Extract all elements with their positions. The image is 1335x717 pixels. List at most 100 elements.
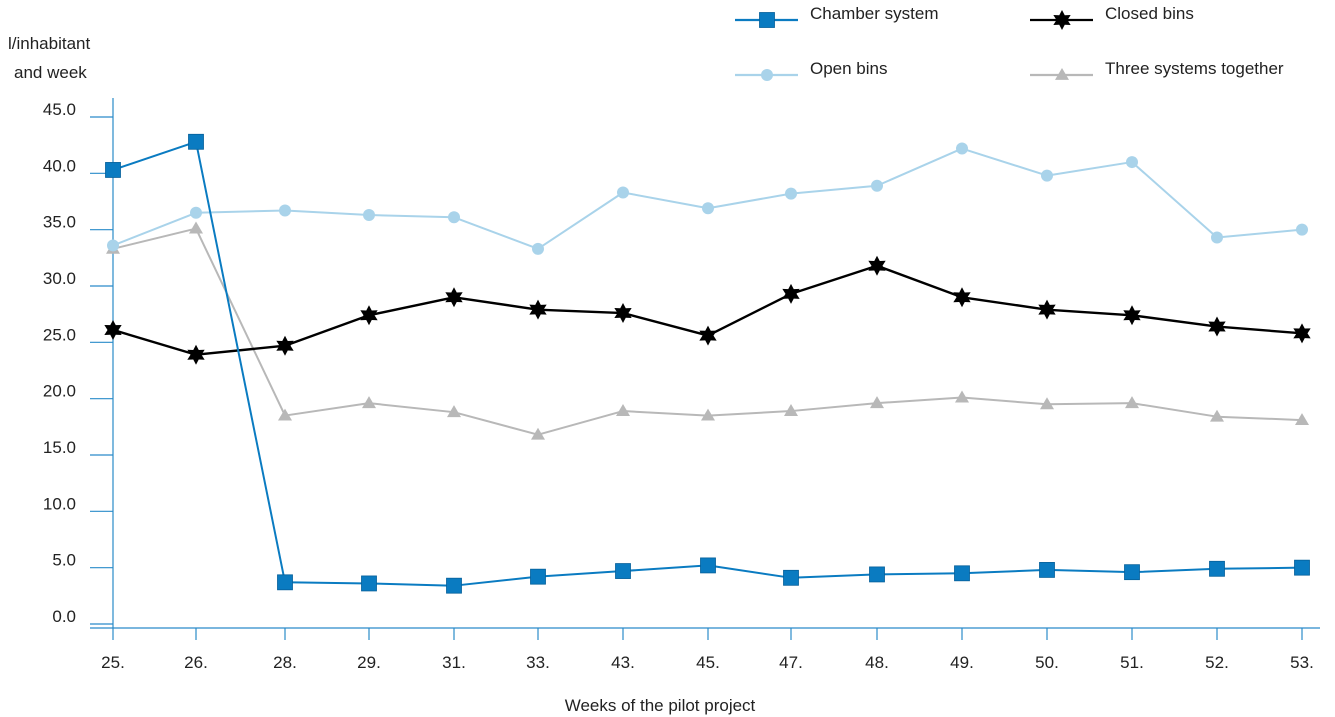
data-point xyxy=(1211,231,1223,244)
data-point xyxy=(955,390,969,403)
legend-marker xyxy=(1055,68,1069,80)
legend-label: Closed bins xyxy=(1105,4,1194,23)
data-point xyxy=(1295,413,1309,425)
data-point xyxy=(530,568,546,585)
data-point xyxy=(532,242,544,255)
data-point xyxy=(615,563,631,579)
x-tick-label: 51. xyxy=(1120,653,1144,672)
data-point xyxy=(782,283,800,304)
y-tick-label: 25.0 xyxy=(43,325,76,344)
data-point xyxy=(446,577,462,594)
data-point xyxy=(190,206,202,219)
data-point xyxy=(868,255,886,276)
x-tick-label: 53. xyxy=(1290,653,1314,672)
data-point xyxy=(278,408,292,421)
data-point xyxy=(616,404,630,416)
y-tick-label: 10.0 xyxy=(43,494,76,513)
data-point xyxy=(187,344,205,365)
legend-item: Chamber system xyxy=(735,4,938,28)
data-point xyxy=(279,204,291,217)
data-point xyxy=(614,303,632,324)
data-point xyxy=(1038,299,1056,320)
legend-label: Three systems together xyxy=(1105,59,1284,78)
data-point xyxy=(363,209,375,222)
data-point xyxy=(445,287,463,308)
data-point xyxy=(1294,559,1310,576)
legend-marker xyxy=(1053,10,1071,30)
data-point xyxy=(362,396,376,409)
data-point xyxy=(104,319,122,340)
data-point xyxy=(447,405,461,418)
y-tick-label: 5.0 xyxy=(52,551,76,570)
x-tick-label: 29. xyxy=(357,653,381,672)
data-point xyxy=(360,305,378,326)
y-axis-title-line-1: l/inhabitant xyxy=(8,34,91,53)
data-point xyxy=(953,287,971,308)
y-axis-ticks: 0.0 5.0 10.0 15.0 20.0 25.0 30.0 35.0 40.0 45.0 xyxy=(43,100,113,626)
data-point xyxy=(785,187,797,200)
y-tick-label: 15.0 xyxy=(43,438,76,457)
data-point xyxy=(1296,223,1308,236)
data-point xyxy=(531,427,545,440)
y-tick-label: 30.0 xyxy=(43,269,76,288)
data-point xyxy=(784,404,798,416)
x-tick-label: 48. xyxy=(865,653,889,672)
y-tick-label: 0.0 xyxy=(52,607,76,626)
x-axis-ticks: 25. 26. 28. 29. 31. 33. 43. 45. 47. 48. 49. 50. 51. 5… xyxy=(101,628,1314,672)
x-tick-label: 50. xyxy=(1035,653,1059,672)
x-tick-label: 45. xyxy=(696,653,720,672)
x-tick-label: 47. xyxy=(779,653,803,672)
legend-marker xyxy=(761,69,773,81)
legend-label: Chamber system xyxy=(810,4,938,23)
x-tick-label: 49. xyxy=(950,653,974,672)
data-point xyxy=(956,142,968,155)
data-point xyxy=(871,179,883,192)
y-axis-title-line-2: and week xyxy=(14,63,87,82)
x-axis-title: Weeks of the pilot project xyxy=(565,696,756,715)
data-point xyxy=(701,408,715,421)
y-tick-label: 45.0 xyxy=(43,100,76,119)
data-point xyxy=(448,211,460,224)
data-point xyxy=(105,162,121,178)
data-point xyxy=(1209,560,1225,577)
data-point xyxy=(1040,397,1054,410)
x-tick-label: 26. xyxy=(184,653,208,672)
data-point xyxy=(1124,564,1140,581)
axes xyxy=(90,98,1320,629)
data-point xyxy=(1208,316,1226,337)
x-tick-label: 28. xyxy=(273,653,297,672)
legend-item: Three systems together xyxy=(1030,59,1284,80)
data-point xyxy=(870,396,884,409)
y-tick-label: 20.0 xyxy=(43,382,76,401)
x-tick-label: 31. xyxy=(442,653,466,672)
legend-marker xyxy=(759,12,775,28)
data-point xyxy=(700,557,716,574)
data-point xyxy=(699,325,717,346)
data-point xyxy=(1210,409,1224,422)
x-tick-label: 33. xyxy=(526,653,550,672)
data-point xyxy=(783,569,799,586)
data-point xyxy=(188,133,204,150)
x-tick-label: 52. xyxy=(1205,653,1229,672)
y-tick-label: 40.0 xyxy=(43,156,76,175)
legend-label: Open bins xyxy=(810,59,888,78)
data-point xyxy=(1293,323,1311,344)
y-tick-label: 35.0 xyxy=(43,213,76,232)
series-chamber-system xyxy=(105,133,1310,594)
data-point xyxy=(277,574,293,591)
series-layer xyxy=(104,133,1311,594)
data-point xyxy=(869,566,885,583)
data-point xyxy=(954,565,970,582)
data-point xyxy=(1126,156,1138,169)
x-tick-label: 25. xyxy=(101,653,125,672)
x-tick-label: 43. xyxy=(611,653,635,672)
data-point xyxy=(1123,305,1141,326)
series-closed-bins xyxy=(104,255,1311,365)
series-open-bins xyxy=(107,142,1308,255)
data-point xyxy=(107,239,119,252)
data-point xyxy=(276,335,294,356)
series-line xyxy=(112,147,1303,250)
data-point xyxy=(702,202,714,215)
legend: Chamber system Closed bins Open bins Three … xyxy=(735,4,1284,81)
